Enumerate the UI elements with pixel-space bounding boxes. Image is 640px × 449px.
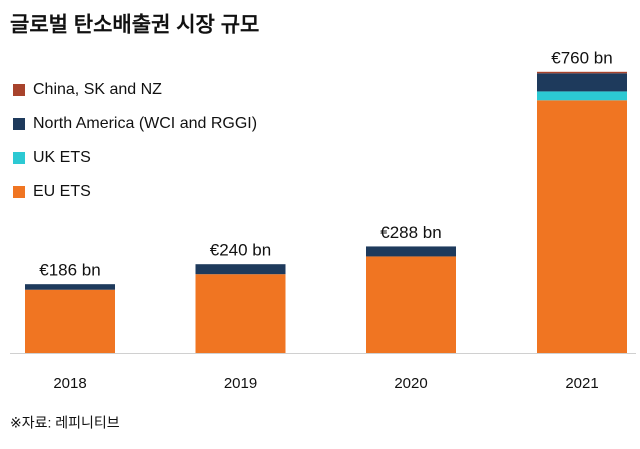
legend-swatch <box>13 118 25 130</box>
bar-segment <box>366 246 456 257</box>
legend-label: UK ETS <box>33 149 91 166</box>
x-tick-label: 2021 <box>565 375 598 392</box>
legend-swatch <box>13 84 25 96</box>
x-tick-label: 2020 <box>394 375 427 392</box>
bar-segment <box>537 100 627 353</box>
chart-title: 글로벌 탄소배출권 시장 규모 <box>10 14 259 37</box>
bar-segment <box>25 289 115 353</box>
x-tick-label: 2019 <box>224 375 257 392</box>
bar-segment <box>195 274 286 353</box>
bar-segment <box>195 264 286 275</box>
legend-swatch <box>13 186 25 198</box>
bar-segment <box>537 91 627 101</box>
total-label: €288 bn <box>380 223 441 242</box>
bar-segment <box>537 71 627 74</box>
x-tick-label: 2018 <box>53 375 86 392</box>
source-note: ※자료: 레피니티브 <box>10 415 120 431</box>
total-label: €760 bn <box>551 48 612 67</box>
legend-label: China, SK and NZ <box>33 81 162 98</box>
total-label: €186 bn <box>39 261 100 280</box>
legend-label: North America (WCI and RGGI) <box>33 115 257 132</box>
legend-label: EU ETS <box>33 183 91 200</box>
legend-swatch <box>13 152 25 164</box>
bar-segment <box>25 284 115 290</box>
total-label: €240 bn <box>210 241 271 260</box>
bar-segment <box>537 73 627 92</box>
bar-segment <box>366 256 456 353</box>
